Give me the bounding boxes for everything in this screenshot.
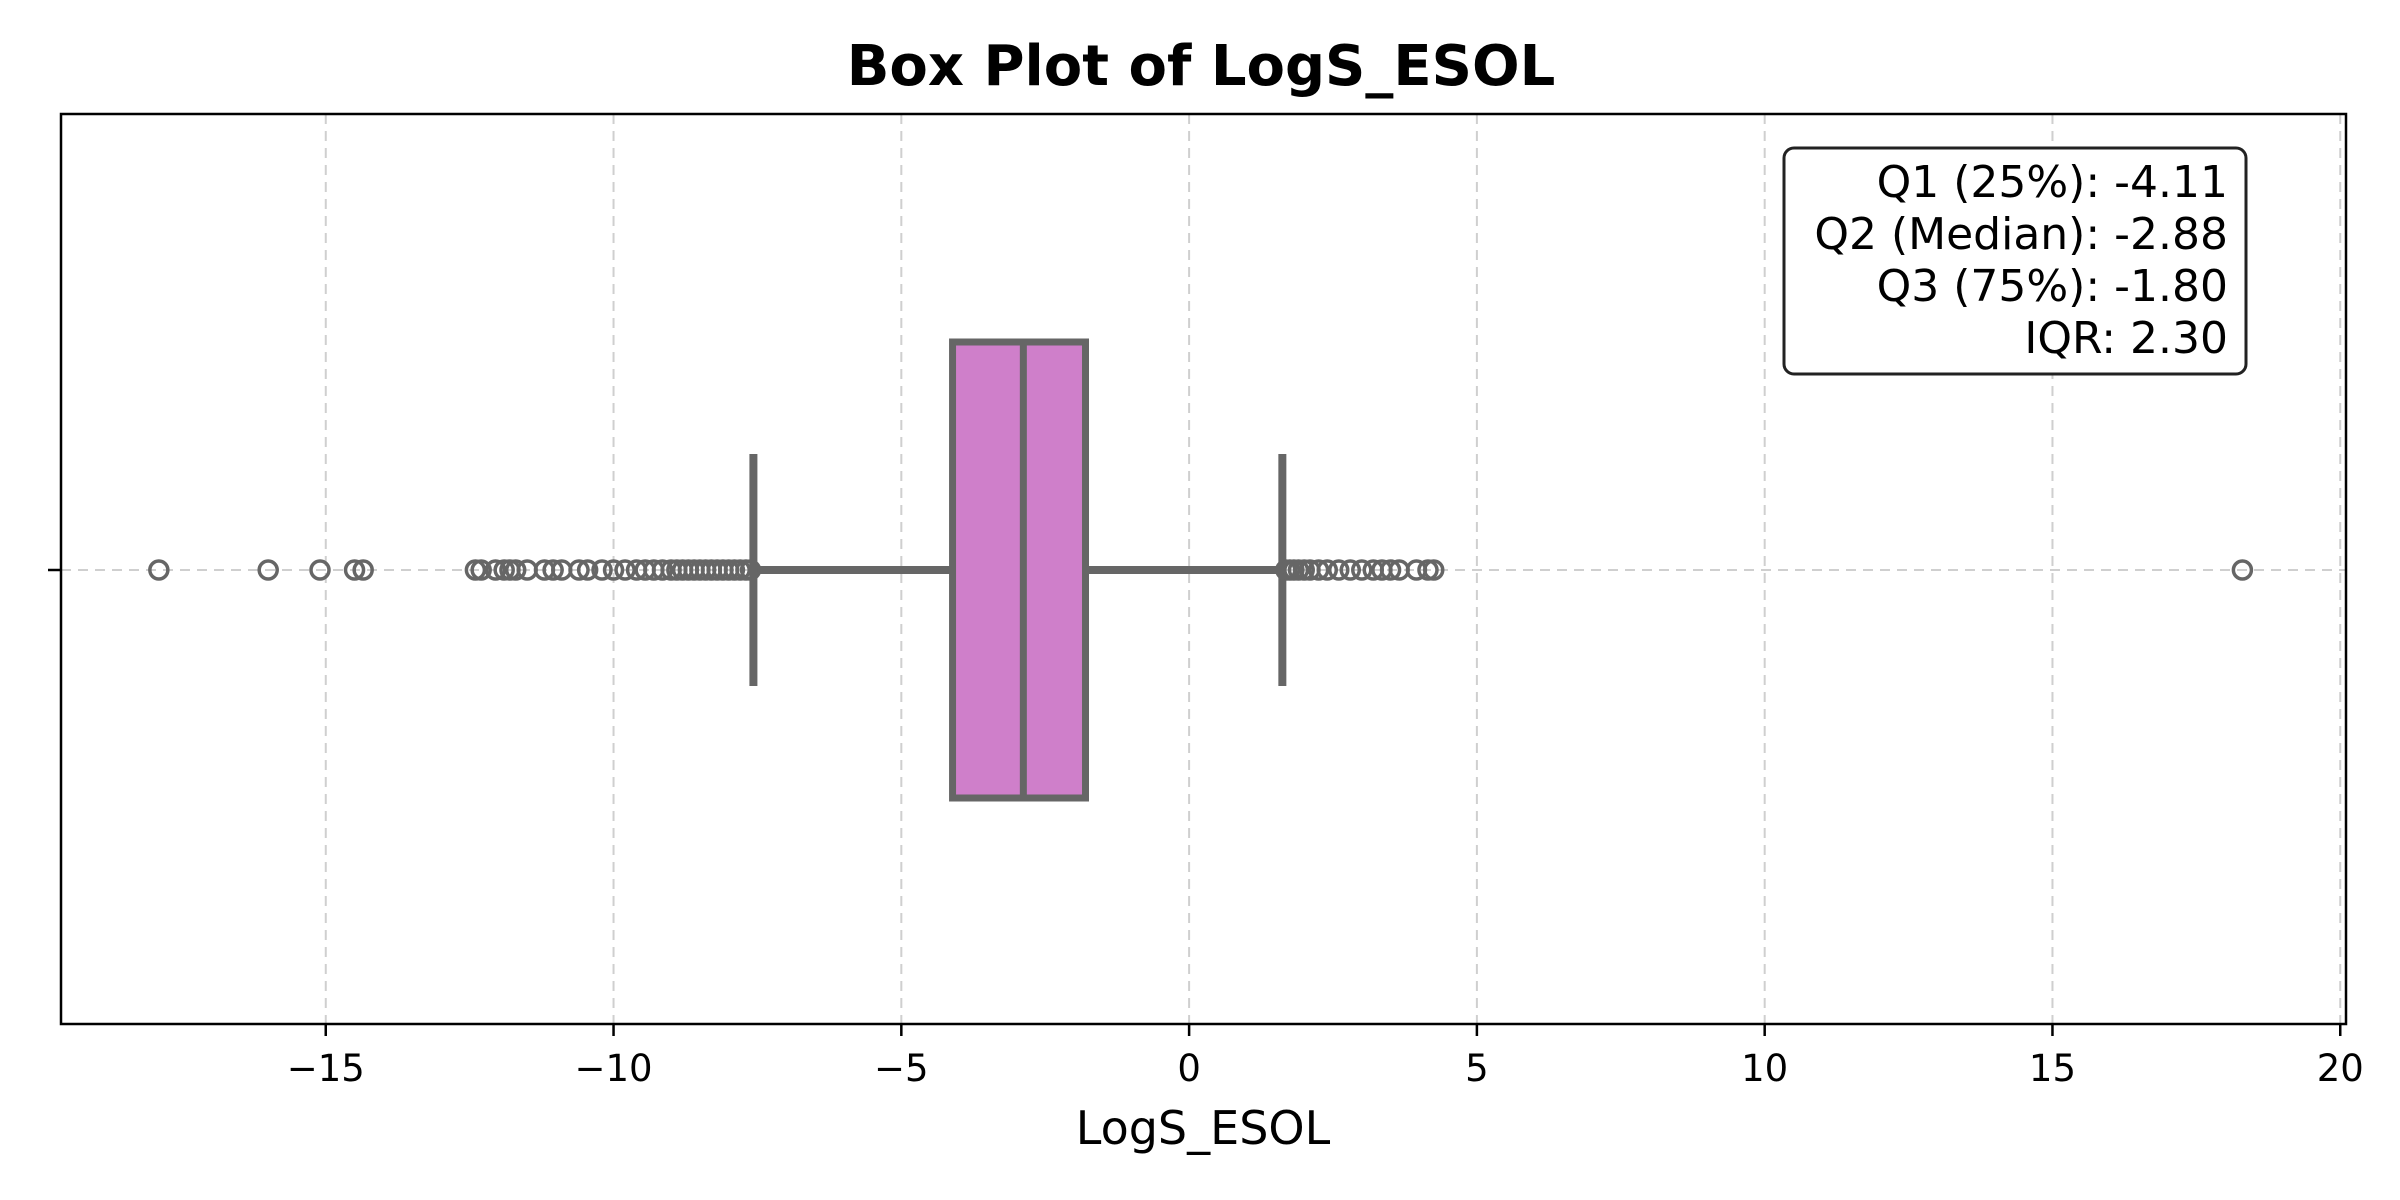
x-axis-label: LogS_ESOL — [1076, 1101, 1331, 1155]
outlier-point — [504, 559, 527, 581]
outlier-point — [148, 559, 170, 581]
outlier-point — [343, 559, 366, 581]
outlier-point — [352, 559, 374, 581]
outlier-point — [1316, 559, 1338, 581]
outlier-point — [576, 559, 599, 581]
outlier-point — [1328, 559, 1350, 581]
stats-q1: Q1 (25%): -4.11 — [1877, 157, 2228, 208]
x-axis-ticks: −15 −10 −5 0 5 10 15 20 — [287, 1024, 2364, 1090]
iqr-box — [949, 338, 1090, 802]
outlier-point — [470, 559, 492, 581]
outlier-point — [1339, 559, 1362, 581]
x-tick-label: 5 — [1465, 1047, 1489, 1090]
box-plot — [749, 338, 1287, 802]
x-tick-label: −5 — [874, 1047, 929, 1090]
outlier-point — [542, 559, 564, 581]
x-tick-label: 20 — [2317, 1047, 2364, 1090]
outlier-point — [614, 559, 636, 581]
outlier-point — [1307, 559, 1330, 581]
stats-iqr: IQR: 2.30 — [2024, 313, 2228, 364]
x-tick-label: −15 — [287, 1047, 365, 1090]
stats-box: Q1 (25%): -4.11 Q2 (Median): -2.88 Q3 (7… — [1782, 146, 2248, 376]
outlier-point — [739, 559, 762, 581]
x-tick-label: 0 — [1177, 1047, 1201, 1090]
outlier-point — [651, 559, 674, 581]
stats-median: Q2 (Median): -2.88 — [1814, 209, 2228, 260]
outlier-point — [1379, 559, 1402, 581]
outlier-point — [568, 559, 590, 581]
chart-title: Box Plot of LogS_ESOL — [847, 34, 1556, 99]
x-tick-label: 15 — [2029, 1047, 2076, 1090]
stats-q3: Q3 (75%): -1.80 — [1877, 261, 2228, 312]
outlier-point — [1351, 559, 1373, 581]
outlier-point — [309, 559, 331, 581]
outlier-points — [148, 559, 2254, 581]
outlier-point — [2231, 559, 2254, 581]
outlier-point — [484, 559, 507, 581]
outlier-point — [257, 559, 279, 581]
x-tick-label: 10 — [1741, 1047, 1788, 1090]
outlier-point — [591, 559, 613, 581]
outlier-point — [1422, 559, 1445, 581]
stats-box-border — [1782, 146, 2248, 376]
x-tick-label: −10 — [574, 1047, 652, 1090]
outlier-point — [602, 559, 625, 581]
